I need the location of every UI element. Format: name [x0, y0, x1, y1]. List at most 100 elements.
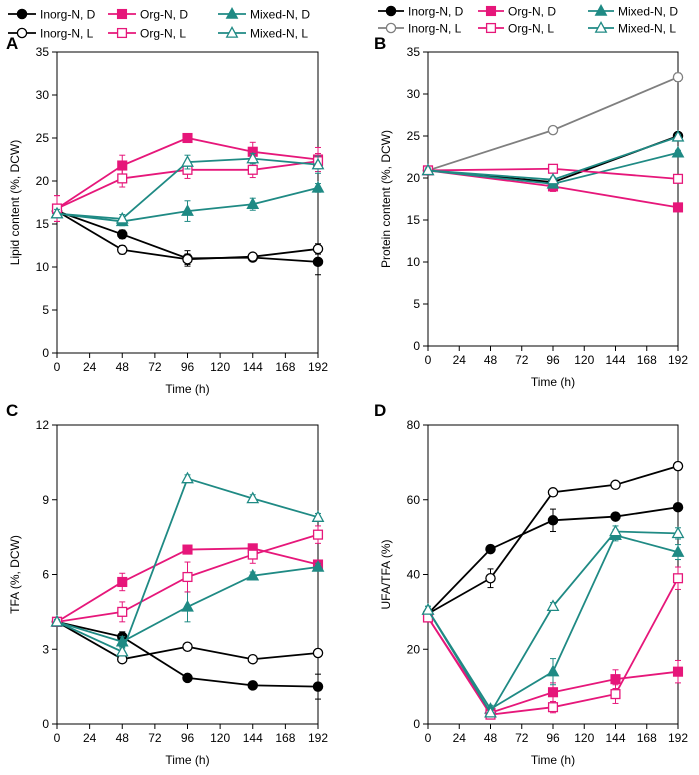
data-point — [182, 254, 193, 265]
y-tick-label: 35 — [36, 45, 50, 59]
legend-item-org-n-l: Org-N, L — [108, 27, 186, 41]
legend-label: Inorg-N, D — [408, 5, 464, 19]
data-point — [246, 568, 260, 581]
legend-label: Inorg-N, L — [408, 22, 462, 36]
x-axis-label: Time (h) — [531, 753, 575, 767]
x-tick-label: 120 — [574, 353, 594, 367]
data-point — [246, 151, 260, 164]
data-point — [547, 124, 559, 136]
y-tick-label: 20 — [407, 171, 421, 185]
y-tick-label: 0 — [42, 717, 49, 731]
data-point — [117, 160, 128, 171]
x-tick-label: 0 — [54, 731, 61, 745]
y-tick-label: 60 — [407, 493, 421, 507]
x-tick-label: 48 — [484, 353, 498, 367]
x-tick-label: 168 — [637, 353, 657, 367]
series-mixed-n-l — [50, 151, 325, 224]
x-tick-label: 120 — [574, 731, 594, 745]
data-point — [609, 524, 622, 537]
data-point — [311, 510, 325, 522]
y-tick-label: 6 — [42, 568, 49, 582]
x-tick-label: 144 — [605, 731, 625, 745]
legend-item-org-n-d: Org-N, D — [478, 5, 556, 19]
data-point — [484, 705, 497, 718]
x-tick-label: 48 — [116, 360, 130, 374]
data-point — [246, 491, 260, 504]
data-point — [672, 501, 684, 513]
x-tick-label: 168 — [637, 731, 657, 745]
series-org-n-l — [51, 525, 324, 627]
data-point — [247, 164, 258, 175]
legend-panel-b-right: Inorg-N, D Org-N, D Mixed-N, D Inorg-N, L Or… — [378, 4, 678, 36]
data-point — [672, 573, 684, 584]
x-tick-label: 192 — [668, 353, 688, 367]
legend-panel-a-b-left: Inorg-N, D Org-N, D Mixed-N, D Inorg-N, L Or… — [8, 7, 310, 41]
legend-label: Org-N, L — [508, 22, 554, 36]
legend-marker — [225, 26, 239, 38]
y-axis-label: Lipid content (%, DCW) — [8, 140, 22, 265]
y-tick-label: 12 — [36, 418, 50, 432]
x-tick-label: 24 — [453, 353, 467, 367]
x-axis-label: Time (h) — [165, 382, 209, 396]
data-point — [546, 172, 560, 185]
series-mixed-n-d — [50, 180, 325, 227]
legend-label: Org-N, L — [140, 27, 186, 41]
legend-label: Org-N, D — [140, 8, 188, 22]
data-point — [547, 515, 559, 526]
data-point — [610, 479, 621, 491]
legend-marker — [385, 22, 397, 34]
panel-label-a: A — [6, 34, 18, 53]
y-tick-label: 40 — [407, 568, 421, 582]
legend-label: Inorg-N, L — [40, 27, 94, 41]
legend-item-inorg-n-d: Inorg-N, D — [378, 5, 464, 19]
data-point — [311, 560, 325, 572]
data-point — [246, 197, 260, 209]
series-mixed-n-l — [421, 524, 685, 718]
series-line — [427, 76, 679, 172]
data-point — [182, 544, 193, 555]
data-point — [182, 571, 193, 583]
series-inorg-n-l — [422, 71, 684, 176]
legend-item-org-n-l: Org-N, L — [478, 22, 554, 36]
data-point — [115, 211, 129, 224]
series-inorg-n-l — [51, 616, 324, 665]
legend-marker — [225, 7, 239, 19]
x-tick-label: 144 — [243, 360, 263, 374]
y-tick-label: 80 — [407, 418, 421, 432]
data-point — [672, 173, 684, 184]
legend-label: Mixed-N, L — [250, 27, 308, 41]
y-tick-label: 0 — [42, 346, 49, 360]
legend-marker — [485, 22, 497, 34]
legend-label: Mixed-N, D — [618, 5, 678, 19]
data-point — [312, 647, 324, 659]
x-tick-label: 96 — [181, 360, 195, 374]
y-tick-label: 20 — [407, 642, 421, 656]
data-point — [610, 511, 621, 522]
y-axis-label: UFA/TFA (%) — [379, 539, 393, 609]
y-tick-label: 35 — [407, 45, 421, 59]
x-tick-label: 96 — [181, 731, 195, 745]
x-tick-label: 72 — [148, 360, 162, 374]
x-tick-label: 0 — [54, 360, 61, 374]
panel-label-d: D — [374, 401, 386, 420]
data-point — [181, 471, 194, 484]
data-point — [485, 543, 496, 555]
panel-label-c: C — [6, 401, 18, 420]
data-point — [311, 157, 325, 170]
data-point — [671, 145, 685, 158]
x-tick-label: 72 — [148, 731, 162, 745]
legend-label: Inorg-N, D — [40, 8, 96, 22]
x-tick-label: 0 — [425, 731, 432, 745]
x-axis-label: Time (h) — [531, 375, 575, 389]
data-point — [671, 129, 685, 142]
legend-item-mixed-n-d: Mixed-N, D — [218, 7, 310, 22]
y-axis-label: Protein content (%, DCW) — [379, 130, 393, 268]
y-tick-label: 5 — [413, 297, 420, 311]
legend-marker — [594, 21, 608, 33]
data-point — [117, 576, 128, 588]
x-tick-label: 144 — [243, 731, 263, 745]
y-tick-label: 10 — [407, 255, 421, 269]
x-tick-label: 96 — [546, 731, 560, 745]
chart-panel-c-tfa: 0 24 48 72 96 120 144 168 192 0 3 6 9 12 Time (h) TFA (… — [8, 418, 328, 767]
